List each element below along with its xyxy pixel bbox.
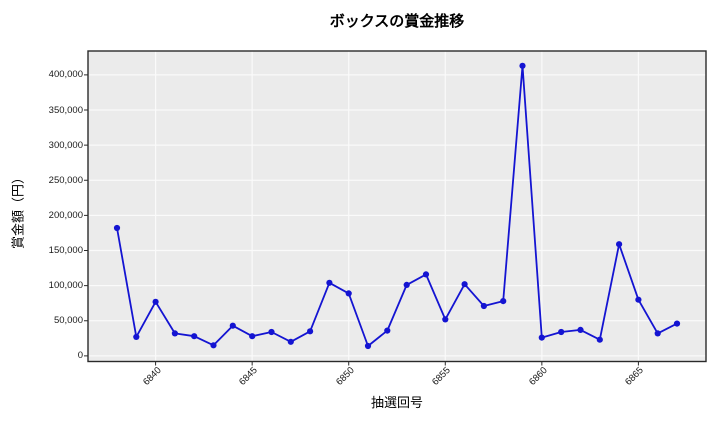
data-point (403, 281, 410, 288)
chart-title: ボックスの賞金推移 (329, 13, 465, 30)
y-tick-label: 350,000 (48, 104, 83, 116)
y-tick-label: 400,000 (48, 69, 83, 81)
axes-border (87, 50, 707, 363)
data-point (113, 224, 121, 232)
data-point (442, 316, 449, 323)
data-point (519, 62, 526, 69)
data-point (480, 302, 487, 310)
plot-background (88, 51, 706, 362)
y-tick-label: 250,000 (48, 174, 83, 186)
y-tick-label: 150,000 (48, 245, 83, 256)
data-point (152, 298, 159, 305)
data-point (307, 328, 314, 335)
data-point (577, 326, 584, 333)
x-axis-label: 抽選回号 (370, 395, 423, 410)
y-tick-label: 0 (77, 350, 83, 362)
y-tick-label: 50,000 (53, 315, 83, 327)
y-tick-label: 300,000 (48, 139, 83, 151)
data-point (500, 298, 507, 305)
data-point (133, 333, 140, 340)
data-point (422, 271, 430, 278)
data-point (673, 320, 681, 327)
prize-line-series (116, 64, 678, 347)
data-point (191, 333, 198, 340)
data-point (596, 336, 603, 343)
data-point (210, 342, 217, 349)
data-point (558, 328, 565, 336)
data-point (635, 296, 642, 303)
data-point (364, 342, 372, 350)
data-point (249, 333, 256, 340)
data-point (384, 327, 391, 334)
data-point (171, 330, 178, 337)
data-point (345, 290, 352, 297)
data-point (461, 281, 468, 288)
data-point (268, 328, 275, 336)
y-tick-label: 200,000 (48, 209, 83, 221)
data-point (229, 322, 236, 329)
data-point (654, 330, 661, 337)
y-tick-label: 100,000 (48, 280, 83, 292)
data-point (538, 334, 545, 341)
data-point (287, 338, 294, 345)
data-point (326, 279, 333, 286)
data-point (616, 241, 623, 248)
